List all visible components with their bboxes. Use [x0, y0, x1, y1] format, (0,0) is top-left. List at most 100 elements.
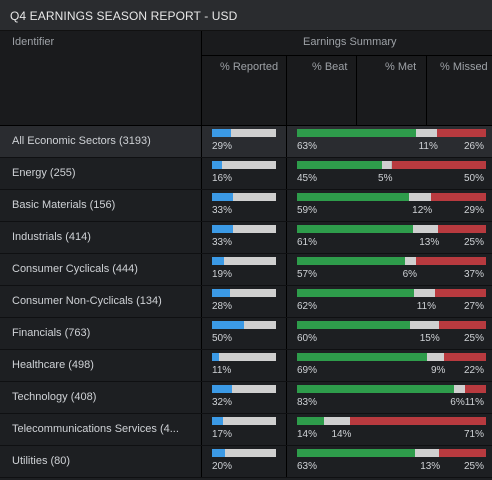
- sector-name: Technology (408): [12, 391, 97, 403]
- column-divider: [201, 126, 202, 157]
- reported-bar: [212, 385, 276, 393]
- missed-segment: [431, 193, 486, 201]
- met-value: 6%: [450, 397, 465, 408]
- earnings-stacked-bar: [297, 193, 486, 201]
- table-body: All Economic Sectors (3193) 29% 63% 11% 26% E…: [0, 126, 492, 478]
- col-reported-header[interactable]: % Reported: [220, 61, 279, 73]
- reported-bar: [212, 321, 276, 329]
- missed-value: 11%: [464, 397, 484, 408]
- sector-name: Telecommunications Services (4...: [12, 423, 179, 435]
- identifier-header[interactable]: Identifier: [12, 36, 55, 48]
- reported-fill: [212, 225, 234, 233]
- met-segment: [414, 449, 440, 457]
- missed-segment: [438, 225, 486, 233]
- sector-name: Financials (763): [12, 327, 91, 339]
- met-value: 11%: [416, 301, 436, 312]
- column-divider: [286, 158, 287, 189]
- panel-title: Q4 EARNINGS SEASON REPORT - USD: [10, 9, 238, 23]
- beat-value: 45%: [297, 173, 318, 184]
- missed-segment: [391, 161, 486, 169]
- missed-value: 25%: [463, 461, 484, 472]
- column-divider: [286, 222, 287, 253]
- table-row[interactable]: Consumer Non-Cyclicals (134) 28% 62% 11% 27%: [0, 286, 492, 318]
- beat-value: 83%: [297, 397, 318, 408]
- missed-segment: [444, 353, 486, 361]
- beat-segment: [297, 225, 414, 233]
- beat-segment: [297, 257, 405, 265]
- earnings-stacked-bar: [297, 449, 486, 457]
- reported-value: 20%: [212, 461, 233, 472]
- missed-value: 71%: [463, 429, 484, 440]
- reported-value: 19%: [212, 269, 233, 280]
- col-met-header[interactable]: % Met: [385, 61, 417, 73]
- met-segment: [414, 289, 435, 297]
- col-beat-header[interactable]: % Beat: [312, 61, 348, 73]
- reported-value: 33%: [212, 205, 233, 216]
- column-divider: [201, 158, 202, 189]
- beat-value: 63%: [297, 461, 318, 472]
- earnings-stacked-bar: [297, 385, 486, 393]
- beat-value: 59%: [297, 205, 318, 216]
- reported-bar: [212, 193, 276, 201]
- missed-segment: [438, 321, 486, 329]
- table-row[interactable]: Basic Materials (156) 33% 59% 12% 29%: [0, 190, 492, 222]
- column-divider: [286, 126, 287, 157]
- sector-name: All Economic Sectors (3193): [12, 135, 151, 147]
- earnings-stacked-bar: [297, 353, 486, 361]
- beat-segment: [297, 353, 428, 361]
- met-value: 12%: [412, 205, 433, 216]
- beat-segment: [297, 321, 411, 329]
- beat-segment: [297, 161, 383, 169]
- sector-name: Consumer Non-Cyclicals (134): [12, 295, 162, 307]
- missed-segment: [350, 417, 486, 425]
- met-segment: [382, 161, 392, 169]
- reported-fill: [212, 161, 223, 169]
- missed-value: 29%: [463, 205, 484, 216]
- earnings-stacked-bar: [297, 289, 486, 297]
- table-row[interactable]: Consumer Cyclicals (444) 19% 57% 6% 37%: [0, 254, 492, 286]
- missed-value: 22%: [463, 365, 484, 376]
- beat-value: 69%: [297, 365, 318, 376]
- reported-bar: [212, 449, 276, 457]
- reported-bar: [212, 417, 276, 425]
- earnings-stacked-bar: [297, 225, 486, 233]
- table-row[interactable]: Industrials (414) 33% 61% 13% 25%: [0, 222, 492, 254]
- sector-name: Consumer Cyclicals (444): [12, 263, 138, 275]
- column-divider: [201, 190, 202, 221]
- column-divider: [286, 254, 287, 285]
- sector-name: Industrials (414): [12, 231, 91, 243]
- col-missed-header[interactable]: % Missed: [440, 61, 488, 73]
- missed-value: 25%: [463, 237, 484, 248]
- reported-fill: [212, 353, 220, 361]
- table-row[interactable]: Financials (763) 50% 60% 15% 25%: [0, 318, 492, 350]
- table-row[interactable]: Utilities (80) 20% 63% 13% 25%: [0, 446, 492, 478]
- reported-value: 33%: [212, 237, 233, 248]
- reported-fill: [212, 129, 231, 137]
- table-row[interactable]: Telecommunications Services (4... 17% 14% 1…: [0, 414, 492, 446]
- earnings-stacked-bar: [297, 321, 486, 329]
- reported-value: 28%: [212, 301, 233, 312]
- reported-bar: [212, 289, 276, 297]
- met-segment: [416, 129, 437, 137]
- beat-value: 14%: [297, 429, 318, 440]
- column-divider: [201, 350, 202, 381]
- table-row[interactable]: All Economic Sectors (3193) 29% 63% 11% 26%: [0, 126, 492, 158]
- reported-value: 11%: [212, 365, 232, 376]
- reported-fill: [212, 417, 223, 425]
- column-divider: [201, 382, 202, 413]
- table-row[interactable]: Energy (255) 16% 45% 5% 50%: [0, 158, 492, 190]
- reported-bar: [212, 353, 276, 361]
- sector-name: Basic Materials (156): [12, 199, 116, 211]
- beat-value: 57%: [297, 269, 318, 280]
- table-row[interactable]: Technology (408) 32% 83% 6% 11%: [0, 382, 492, 414]
- table-row[interactable]: Healthcare (498) 11% 69% 9% 22%: [0, 350, 492, 382]
- reported-fill: [212, 449, 225, 457]
- column-divider: [201, 222, 202, 253]
- reported-value: 29%: [212, 141, 233, 152]
- reported-bar: [212, 225, 276, 233]
- beat-value: 62%: [297, 301, 318, 312]
- beat-segment: [297, 193, 409, 201]
- beat-value: 61%: [297, 237, 318, 248]
- met-segment: [323, 417, 351, 425]
